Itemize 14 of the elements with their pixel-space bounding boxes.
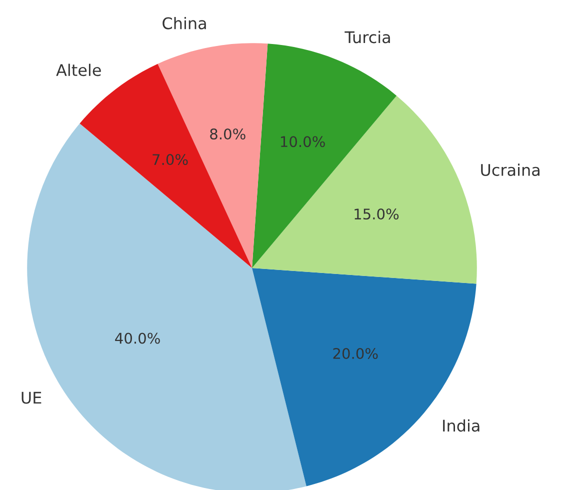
slice-label: India bbox=[443, 419, 480, 432]
slice-label: UE bbox=[22, 392, 42, 404]
pie-slice bbox=[252, 44, 397, 268]
data-label: 7.0% bbox=[152, 154, 188, 166]
pie-slice bbox=[252, 96, 477, 284]
data-label: 20.0% bbox=[333, 348, 378, 360]
data-label: 8.0% bbox=[210, 128, 246, 140]
slice-label: China bbox=[162, 16, 206, 30]
data-label: 15.0% bbox=[354, 208, 399, 220]
slice-label: Turcia bbox=[344, 30, 390, 44]
data-label: 10.0% bbox=[280, 136, 325, 148]
data-label: 40.0% bbox=[115, 332, 160, 344]
slice-label: Ucraina bbox=[481, 164, 540, 176]
slice-label: Altele bbox=[56, 64, 101, 76]
